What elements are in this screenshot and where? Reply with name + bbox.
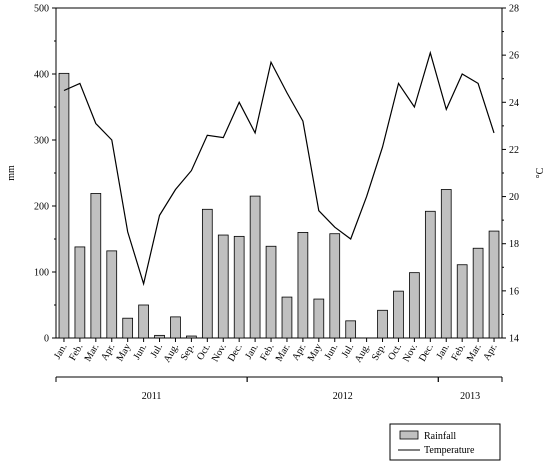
temperature-line-layer [63,50,495,287]
rainfall-bar [297,231,309,339]
rainfall-bar [265,245,277,339]
left-tick-label: 400 [34,70,49,81]
year-brackets: 2011 2012 2013 [55,376,503,402]
rainfall-bar [201,208,213,339]
rainfall-bar [456,264,468,339]
right-tick-label: 22 [509,145,519,156]
x-tick-label: Jan. [434,342,451,361]
legend-temperature-label: Temperature [424,445,475,456]
right-y-axis: 14 16 18 20 22 24 26 28 [502,4,519,345]
x-tick-label: Feb. [67,342,85,363]
rainfall-bar [58,72,70,339]
rainfall-bar [217,234,229,339]
left-y-axis: 0 100 200 300 400 500 [34,4,56,345]
x-tick-label: Feb. [258,342,276,363]
x-tick-label: Jun. [131,342,149,362]
rainfall-bar [472,247,484,339]
x-tick-label: Jan. [243,342,260,361]
rainfall-bar [440,189,452,339]
rainfall-bar [313,298,325,339]
year-label: 2012 [333,391,353,402]
rainfall-bar [138,304,149,339]
rainfall-bar [74,246,86,339]
x-tick-label: Mar. [274,342,293,364]
x-tick-label: Jun. [323,342,341,362]
rainfall-bar [106,250,118,339]
x-tick-label: Feb. [450,342,468,363]
x-tick-label: Jan. [52,342,69,361]
rainfall-bar [90,193,102,339]
left-tick-label: 500 [34,4,49,15]
rainfall-bar [233,235,245,339]
rainfall-bar [377,309,388,339]
right-tick-label: 24 [509,98,519,109]
rainfall-bar [122,317,134,339]
right-tick-label: 14 [509,334,519,345]
x-tick-label: May [306,342,325,363]
x-tick-label: Aug. [353,342,372,365]
rainfall-bar [281,296,293,339]
x-tick-label: Mar. [83,342,102,364]
rainfall-bar [393,290,404,339]
x-tick-label: May [115,342,134,363]
rainfall-bar [409,272,420,339]
x-tick-label: Aug. [162,342,181,365]
x-tick-label: Nov. [401,342,420,364]
left-tick-label: 200 [34,202,49,213]
right-tick-label: 16 [509,286,519,297]
right-tick-label: 28 [509,4,519,15]
legend-rainfall-label: Rainfall [424,431,456,442]
x-tick-label: Mar. [465,342,484,364]
left-tick-label: 300 [34,136,49,147]
rainfall-bar [154,334,165,339]
right-axis-title: °C [535,167,546,178]
left-tick-label: 100 [34,268,49,279]
x-tick-label: Sep. [179,342,197,363]
x-tick-label: Nov. [210,342,229,364]
right-tick-label: 20 [509,192,519,203]
x-tick-label: Apr. [99,342,117,363]
x-tick-label: Apr. [290,342,308,363]
rainfall-bar [329,233,341,339]
left-axis-title: mm [6,165,17,181]
year-label: 2013 [460,391,480,402]
x-tick-label: Dec. [417,342,436,364]
x-tick-label: Sep. [370,342,388,363]
temperature-line [63,50,495,287]
x-tick-label: Apr. [481,342,499,363]
rainfall-bars [58,72,500,339]
legend-box [389,423,501,461]
x-tick-label: Dec. [226,342,245,364]
rainfall-bar [488,230,500,339]
rainfall-bar [424,210,436,339]
rainfall-bar [186,335,197,339]
legend: Rainfall Temperature [389,423,501,461]
rainfall-bar [170,316,181,339]
right-tick-label: 18 [509,239,519,250]
year-label: 2011 [142,391,162,402]
right-tick-label: 26 [509,51,519,62]
rainfall-bar [345,320,357,339]
legend-rainfall-swatch [399,430,419,440]
rainfall-bar [249,195,261,339]
left-tick-label: 0 [44,334,49,345]
